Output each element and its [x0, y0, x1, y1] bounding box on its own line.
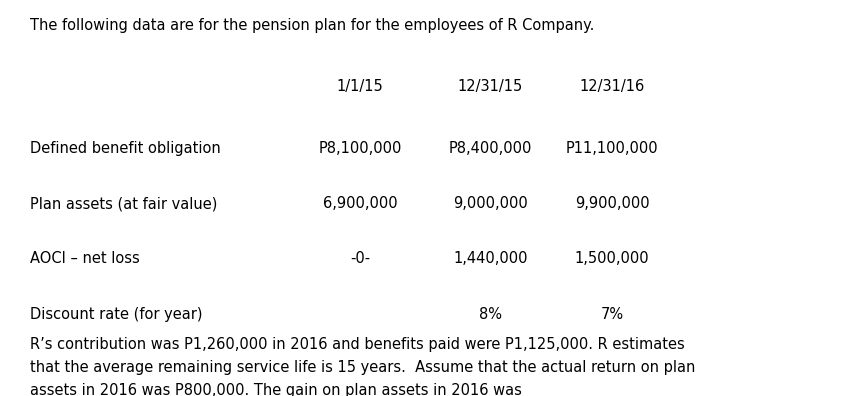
Text: Defined benefit obligation: Defined benefit obligation: [30, 141, 221, 156]
Text: The following data are for the pension plan for the employees of R Company.: The following data are for the pension p…: [30, 18, 595, 33]
Text: Plan assets (at fair value): Plan assets (at fair value): [30, 196, 218, 211]
Text: P11,100,000: P11,100,000: [566, 141, 658, 156]
Text: 12/31/15: 12/31/15: [457, 79, 523, 94]
Text: -0-: -0-: [350, 251, 371, 267]
Text: 1,500,000: 1,500,000: [575, 251, 649, 267]
Text: assets in 2016 was P800,000. The gain on plan assets in 2016 was: assets in 2016 was P800,000. The gain on…: [30, 383, 523, 396]
Text: R’s contribution was P1,260,000 in 2016 and benefits paid were P1,125,000. R est: R’s contribution was P1,260,000 in 2016 …: [30, 337, 685, 352]
Text: 12/31/16: 12/31/16: [579, 79, 645, 94]
Text: 6,900,000: 6,900,000: [323, 196, 398, 211]
Text: that the average remaining service life is 15 years.  Assume that the actual ret: that the average remaining service life …: [30, 360, 696, 375]
Text: 1,440,000: 1,440,000: [453, 251, 528, 267]
Text: 1/1/15: 1/1/15: [337, 79, 384, 94]
Text: AOCI – net loss: AOCI – net loss: [30, 251, 140, 267]
Text: 9,000,000: 9,000,000: [453, 196, 528, 211]
Text: 8%: 8%: [479, 307, 502, 322]
Text: 7%: 7%: [601, 307, 623, 322]
Text: P8,400,000: P8,400,000: [449, 141, 532, 156]
Text: P8,100,000: P8,100,000: [319, 141, 402, 156]
Text: Discount rate (for year): Discount rate (for year): [30, 307, 203, 322]
Text: 9,900,000: 9,900,000: [575, 196, 649, 211]
